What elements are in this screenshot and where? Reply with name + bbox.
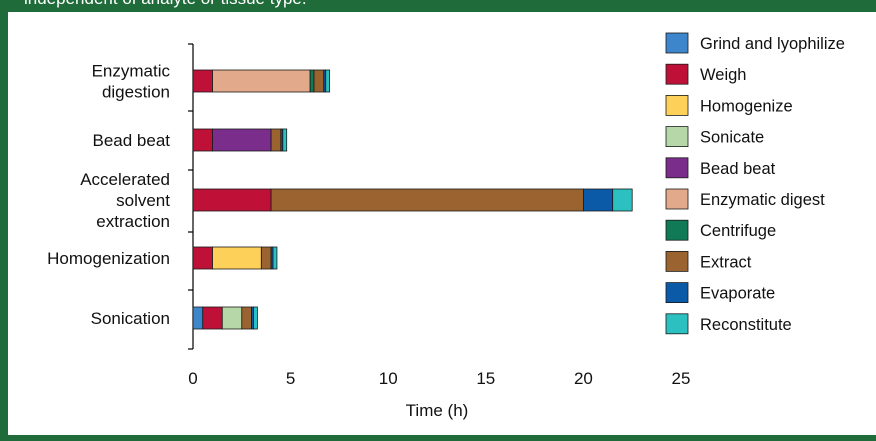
legend-label: Reconstitute [700, 316, 792, 334]
x-tick-label: 0 [188, 369, 197, 388]
legend-swatch [665, 282, 689, 304]
legend-swatch [665, 32, 689, 54]
legend-label: Grind and lyophilize [700, 35, 845, 53]
x-tick-label: 25 [672, 369, 691, 388]
bar-segment [313, 69, 325, 93]
bars-layer [192, 69, 633, 330]
bar-segment [270, 188, 584, 212]
bar-segment [260, 246, 272, 270]
bar-segment [270, 128, 282, 152]
category-label: Sonication [91, 309, 170, 328]
bar-segment [241, 306, 252, 330]
bar-segment [202, 306, 223, 330]
bar-segment [212, 128, 272, 152]
legend-swatch [665, 126, 689, 147]
bar-segment [192, 246, 213, 270]
bar-segment [221, 306, 243, 330]
legend-swatch [665, 95, 689, 116]
caption-text: independent of analyte or tissue type. [24, 0, 307, 9]
legend-swatch [665, 63, 689, 85]
x-tick-label: 20 [574, 369, 593, 388]
bar-segment [272, 246, 278, 270]
legend-label: Weigh [700, 66, 746, 84]
bar-segment [253, 306, 258, 330]
bar-segment [212, 69, 311, 93]
bar-segment [309, 69, 315, 93]
caption-band: independent of analyte or tissue type. [0, 0, 876, 12]
x-tick-label: 10 [379, 369, 398, 388]
legend-label: Evaporate [700, 285, 775, 303]
bar-segment [325, 69, 331, 93]
legend-label: Homogenize [700, 97, 793, 115]
x-tick-label: 15 [476, 369, 495, 388]
legend-swatch [665, 250, 689, 272]
x-tick-label: 5 [286, 369, 295, 388]
category-label: Bead beat [92, 131, 170, 150]
category-label: Accelerated solvent extraction [80, 170, 170, 231]
category-labels: Enzymatic digestion Bead beat Accelerated so… [47, 62, 170, 329]
legend-label: Enzymatic digest [700, 191, 825, 209]
category-label: Enzymatic digestion [92, 62, 171, 102]
legend-label: Bead beat [700, 160, 776, 178]
bar-segment [192, 69, 213, 93]
legend-label: Extract [700, 253, 752, 271]
bar-segment [612, 188, 633, 212]
bar-segment [192, 306, 204, 330]
legend-swatch [665, 313, 689, 335]
legend-swatch [665, 219, 689, 241]
legend-swatch [665, 157, 689, 179]
legend-label: Centrifuge [700, 222, 776, 240]
legend-swatch [665, 188, 689, 210]
legend: Grind and lyophilize Weigh Homogenize Sonic… [665, 32, 845, 335]
bar-segment [282, 128, 288, 152]
x-axis-title: Time (h) [406, 401, 469, 420]
bar-segment [583, 188, 614, 212]
category-label: Homogenization [47, 249, 170, 268]
bar-segment [192, 188, 272, 212]
bar-segment [192, 128, 213, 152]
bar-segment [212, 246, 262, 270]
axis-layer: 0 5 10 15 20 25 Time (h) [188, 43, 691, 420]
legend-label: Sonicate [700, 129, 764, 147]
